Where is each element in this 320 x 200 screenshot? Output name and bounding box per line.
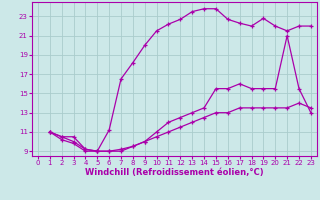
X-axis label: Windchill (Refroidissement éolien,°C): Windchill (Refroidissement éolien,°C)	[85, 168, 264, 177]
